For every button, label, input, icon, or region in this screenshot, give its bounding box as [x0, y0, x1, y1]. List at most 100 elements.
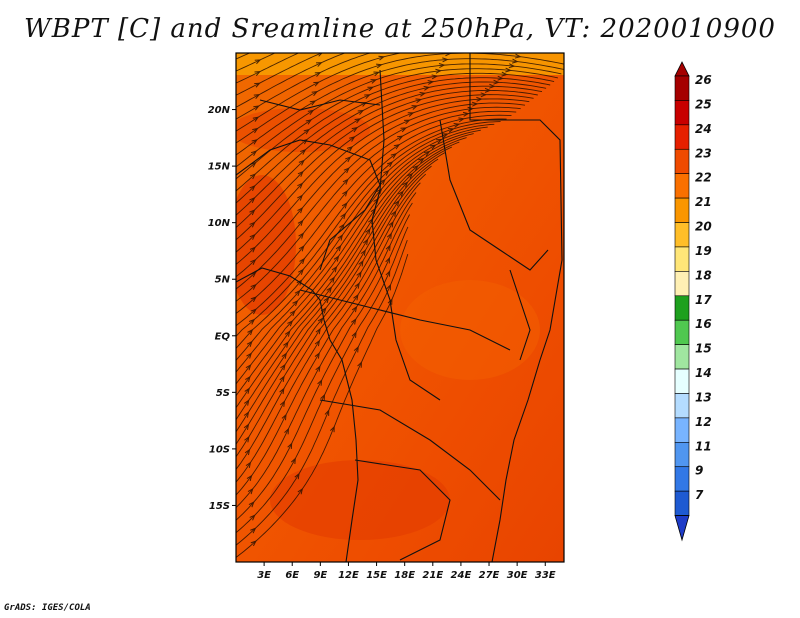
streamline	[236, 165, 432, 458]
streamline-arrow	[251, 139, 258, 145]
colorbar-swatch	[674, 271, 690, 297]
streamline-arrow	[326, 286, 333, 293]
streamline-arrow	[431, 74, 439, 80]
streamline-arrow	[357, 109, 365, 115]
streamline-arrow	[247, 487, 254, 495]
streamline	[236, 53, 372, 120]
lat-tick-label: 15N	[208, 162, 231, 173]
streamline-arrow	[385, 270, 391, 277]
colorbar-swatch	[674, 148, 690, 174]
streamline-arrow	[323, 296, 330, 304]
streamline-arrow	[254, 71, 262, 76]
streamline-arrow	[397, 135, 404, 141]
streamline	[236, 226, 409, 534]
streamline-arrow	[298, 232, 305, 239]
streamline	[236, 253, 409, 559]
streamline-arrow	[447, 128, 455, 133]
streamline	[236, 126, 488, 362]
streamline-arrow	[243, 423, 250, 430]
streamline-arrow	[317, 53, 324, 57]
map-plot-area	[236, 53, 564, 562]
streamline-arrow	[386, 161, 394, 168]
streamline-arrow	[298, 159, 305, 166]
streamline-arrow	[292, 299, 299, 307]
colorbar-label: 25	[695, 97, 712, 111]
streamline	[236, 53, 564, 144]
streamline-arrow	[249, 221, 256, 228]
streamline-arrow	[243, 399, 250, 406]
streamline-arrow	[245, 364, 252, 371]
streamline-arrow	[279, 375, 285, 382]
streamline-arrow	[458, 117, 466, 123]
streamline-arrow	[284, 330, 291, 337]
streamline-arrow	[253, 93, 261, 100]
streamline-arrow	[343, 167, 350, 174]
streamline-arrow	[415, 98, 423, 104]
lon-axis: 3E 6E 9E 12E 15E 18E 21E 24E 27E 30E 33E	[257, 562, 556, 581]
streamline-arrow	[378, 55, 386, 61]
streamline-arrow	[294, 472, 300, 480]
streamline	[236, 146, 453, 421]
streamline-arrow	[508, 63, 516, 69]
colorbar-swatch	[674, 173, 690, 199]
streamline-arrow	[331, 265, 338, 273]
coastlines-borders	[236, 53, 563, 562]
streamline-arrow	[247, 328, 254, 336]
colorbar-label: 16	[695, 317, 712, 331]
lat-tick-label: 5N	[215, 275, 231, 286]
streamline-arrow	[335, 244, 342, 252]
streamline-arrow	[303, 128, 311, 135]
streamline-arrow	[246, 474, 253, 482]
colorbar-swatch	[674, 319, 690, 345]
colorbar-label: 23	[695, 146, 712, 160]
streamline-arrow	[430, 144, 437, 150]
streamline-arrow	[423, 150, 431, 157]
streamline-arrow	[362, 238, 369, 246]
streamline-arrow	[252, 127, 259, 134]
streamline	[236, 53, 346, 108]
streamline-arrow	[290, 457, 296, 465]
streamline	[236, 114, 512, 315]
streamline-arrow	[351, 126, 359, 133]
streamline-arrow	[244, 448, 251, 456]
colorbar-swatch	[674, 246, 690, 272]
streamline-arrow	[412, 165, 419, 171]
streamline-arrow	[390, 153, 398, 159]
streamline	[236, 106, 521, 290]
streamline-arrow	[297, 219, 304, 226]
streamline-arrow	[514, 53, 522, 59]
streamline	[236, 239, 408, 546]
streamline-arrow	[354, 282, 360, 289]
colorbar-swatch	[674, 490, 690, 516]
streamline-arrow	[354, 118, 362, 124]
streamline-arrow	[324, 409, 330, 416]
streamline-arrow	[493, 79, 500, 85]
streamline-arrow	[297, 487, 304, 495]
streamline	[236, 63, 562, 168]
streamline-arrow	[397, 190, 404, 197]
streamline-arrow	[379, 178, 386, 185]
streamline-arrow	[489, 83, 496, 89]
colorbar-label: 12	[695, 415, 712, 429]
streamline-arrow	[453, 123, 461, 128]
streamline-arrow	[476, 96, 483, 102]
streamline-arrow	[419, 91, 427, 97]
lon-tick-label: 18E	[394, 570, 415, 581]
lon-tick-label: 33E	[535, 570, 556, 581]
streamline-arrow	[280, 363, 286, 371]
streamline-arrow	[297, 170, 304, 177]
colorbar-label: 18	[695, 268, 712, 282]
colorbar-swatch	[674, 124, 690, 150]
streamline-arrow	[342, 178, 349, 185]
streamline-arrow	[315, 365, 321, 372]
streamline	[236, 58, 564, 156]
streamline	[236, 141, 460, 409]
lat-tick-label: 15S	[209, 501, 230, 512]
lon-tick-label: 6E	[285, 570, 299, 581]
streamline-arrow	[358, 259, 364, 267]
streamline-arrow	[250, 308, 257, 315]
streamline-arrow	[353, 293, 359, 301]
colorbar-label: 24	[695, 122, 712, 136]
streamline-arrow	[329, 276, 335, 283]
